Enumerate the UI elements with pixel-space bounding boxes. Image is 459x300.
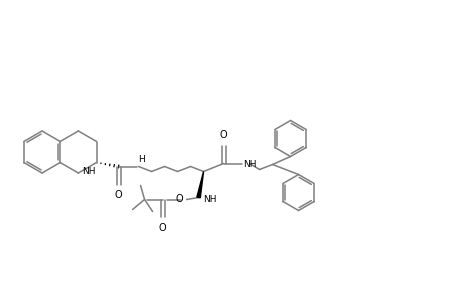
Text: H: H — [138, 155, 145, 164]
Text: NH: NH — [243, 160, 257, 169]
Text: O: O — [175, 194, 183, 205]
Polygon shape — [196, 172, 203, 198]
Text: O: O — [219, 130, 227, 140]
Text: O: O — [114, 190, 122, 200]
Text: O: O — [158, 224, 166, 233]
Text: NH: NH — [203, 195, 217, 204]
Text: NH: NH — [82, 167, 95, 176]
